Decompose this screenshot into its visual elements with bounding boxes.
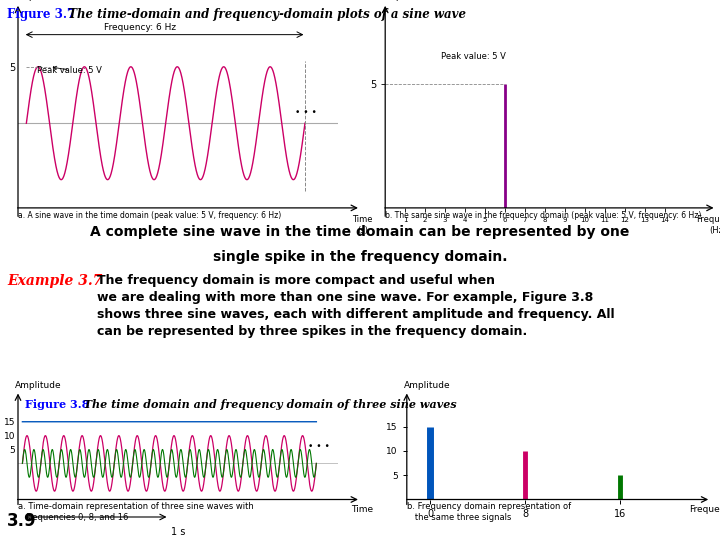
Text: Frequency: Frequency [689,505,720,514]
Text: Time
(s): Time (s) [352,215,373,235]
Text: • • •: • • • [308,442,330,451]
Text: Frequency
(Hz): Frequency (Hz) [696,215,720,235]
Text: Frequency: 6 Hz: Frequency: 6 Hz [104,23,176,32]
Text: Amplitude: Amplitude [15,381,61,390]
Text: single spike in the frequency domain.: single spike in the frequency domain. [212,249,508,264]
Text: 1 s: 1 s [171,526,185,537]
Text: Example 3.7: Example 3.7 [7,274,102,288]
Text: b. The same sine wave in the frequency domain (peak value: 5 V, frequency: 6 Hz): b. The same sine wave in the frequency d… [385,211,701,220]
Text: Peak value: 5 V: Peak value: 5 V [37,65,102,75]
Text: b. Frequency domain representation of
   the same three signals: b. Frequency domain representation of th… [407,502,571,522]
Text: 3.9: 3.9 [7,512,37,530]
Text: The time domain and frequency domain of three sine waves: The time domain and frequency domain of … [76,399,456,409]
Text: a. A sine wave in the time domain (peak value: 5 V, frequency: 6 Hz): a. A sine wave in the time domain (peak … [18,211,282,220]
Text: Amplitude: Amplitude [15,0,61,1]
Text: Amplitude: Amplitude [404,381,451,390]
Text: Peak value: 5 V: Peak value: 5 V [441,52,506,61]
Text: a. Time-domain representation of three sine waves with
   frequencies 0, 8, and : a. Time-domain representation of three s… [18,502,253,522]
Text: The frequency domain is more compact and useful when
we are dealing with more th: The frequency domain is more compact and… [97,274,615,339]
Text: Figure 3.7: Figure 3.7 [7,8,76,21]
Text: Figure 3.8: Figure 3.8 [25,399,89,409]
Text: Time: Time [351,505,374,514]
Text: • • •: • • • [295,108,317,117]
Text: A complete sine wave in the time domain can be represented by one: A complete sine wave in the time domain … [90,225,630,239]
Text: The time-domain and frequency-domain plots of a sine wave: The time-domain and frequency-domain plo… [60,8,466,21]
Text: Amplitude: Amplitude [382,0,428,1]
